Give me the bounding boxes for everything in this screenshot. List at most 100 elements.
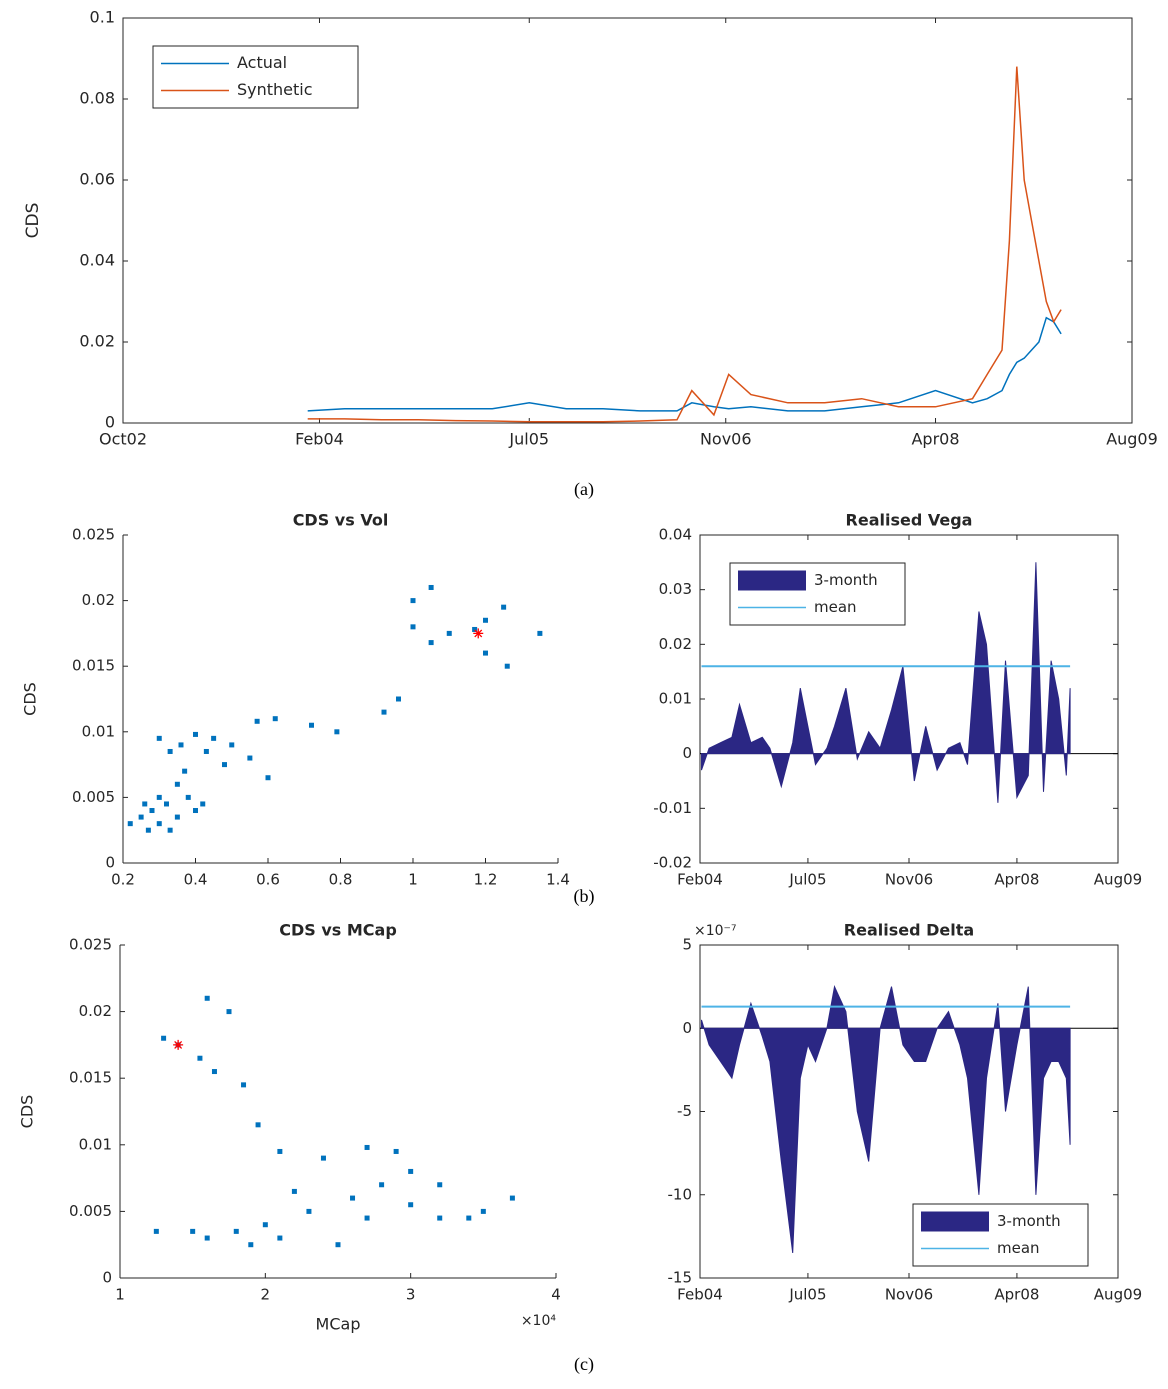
y-tick-label: 0.02 xyxy=(82,591,115,609)
y-tick-label: 0.025 xyxy=(69,936,112,954)
x-multiplier: ×10⁴ xyxy=(521,1313,557,1329)
scatter-point xyxy=(446,630,452,636)
x-tick-label: Nov06 xyxy=(700,430,752,449)
area xyxy=(701,984,1071,1254)
x-tick-label: 1.4 xyxy=(546,871,570,889)
y-tick-label: 0.1 xyxy=(90,8,115,27)
x-tick-label: 1 xyxy=(408,871,418,889)
scatter-point xyxy=(248,1242,254,1248)
x-tick-label: Feb04 xyxy=(677,1286,723,1304)
scatter-point xyxy=(472,626,478,632)
x-tick-label: Jul05 xyxy=(788,871,826,889)
y-tick-label: 0.01 xyxy=(79,1135,112,1153)
star-marker xyxy=(173,1039,184,1050)
x-tick-label: Oct02 xyxy=(99,430,147,449)
scatter-point xyxy=(396,696,401,702)
scatter-point xyxy=(410,598,416,604)
y-multiplier: ×10⁻⁷ xyxy=(694,923,737,939)
y-tick-label: -10 xyxy=(668,1185,693,1203)
y-tick-label: 0.005 xyxy=(72,788,115,806)
scatter-point xyxy=(466,1215,472,1221)
x-tick-label: Apr08 xyxy=(994,871,1039,889)
scatter-point xyxy=(437,1215,443,1221)
x-tick-label: 0.6 xyxy=(256,871,280,889)
chart-title: CDS vs MCap xyxy=(279,921,397,940)
scatter-point xyxy=(277,1148,283,1154)
scatter-point xyxy=(364,1144,370,1150)
star-marker xyxy=(473,628,484,639)
x-tick-label: 3 xyxy=(406,1286,416,1304)
scatter-point xyxy=(320,1155,326,1161)
scatter-point xyxy=(364,1215,370,1221)
x-tick-label: Jul05 xyxy=(508,430,549,449)
scatter-point xyxy=(480,1208,486,1214)
scatter-point xyxy=(410,624,416,630)
scatter-point xyxy=(161,1035,167,1041)
scatter-point xyxy=(241,1082,247,1088)
y-tick-label: 0.04 xyxy=(79,251,115,270)
x-tick-label: 2 xyxy=(261,1286,271,1304)
y-tick-label: 0.005 xyxy=(69,1202,112,1220)
x-tick-label: Apr08 xyxy=(994,1286,1039,1304)
caption: (c) xyxy=(574,1354,594,1375)
chart-title: Realised Vega xyxy=(846,511,973,530)
scatter-point xyxy=(204,1235,210,1241)
scatter-point xyxy=(437,1182,443,1188)
y-tick-label: 0 xyxy=(682,1019,692,1037)
scatter-point xyxy=(229,742,235,748)
area xyxy=(701,562,1071,803)
legend-box xyxy=(152,45,359,109)
scatter-point xyxy=(193,808,198,814)
legend-swatch xyxy=(921,1211,989,1232)
scatter-point xyxy=(167,748,173,754)
legend-label: 3-month xyxy=(814,571,878,589)
x-tick-label: 0.8 xyxy=(329,871,353,889)
scatter-point xyxy=(145,827,151,833)
y-tick-label: 0.015 xyxy=(72,657,115,675)
scatter-point xyxy=(309,722,314,728)
scatter-point xyxy=(138,814,144,820)
scatter-point xyxy=(156,794,162,800)
scatter-point xyxy=(306,1208,312,1214)
scatter-point xyxy=(379,1182,385,1188)
caption: (a) xyxy=(574,479,594,500)
legend-label: Actual xyxy=(237,53,287,72)
scatter-point xyxy=(190,1228,196,1234)
x-tick-label: 4 xyxy=(551,1286,561,1304)
line xyxy=(307,316,1062,412)
scatter-point xyxy=(247,755,253,761)
y-tick-label: 0.015 xyxy=(69,1069,112,1087)
y-tick-label: 0.04 xyxy=(659,526,692,544)
scatter-point xyxy=(509,1195,515,1201)
scatter-point xyxy=(142,801,148,807)
scatter-point xyxy=(428,640,434,646)
x-tick-label: 1.2 xyxy=(474,871,498,889)
scatter-point xyxy=(262,1222,268,1228)
chart-title: CDS vs Vol xyxy=(293,511,389,530)
legend-label: mean xyxy=(814,598,857,616)
scatter-point xyxy=(254,718,260,724)
y-tick-label: 0 xyxy=(105,413,115,432)
scatter-point xyxy=(211,1069,217,1075)
x-tick-label: Aug09 xyxy=(1094,871,1142,889)
scatter-point xyxy=(204,995,210,1001)
scatter-point xyxy=(203,748,209,754)
x-tick-label: Apr08 xyxy=(911,430,959,449)
scatter-point xyxy=(335,1242,341,1248)
y-tick-label: -0.02 xyxy=(653,854,692,872)
caption: (b) xyxy=(574,886,595,907)
y-tick-label: 0.08 xyxy=(79,89,115,108)
scatter-point xyxy=(272,716,278,722)
y-tick-label: 0 xyxy=(682,744,692,762)
scatter-point xyxy=(185,794,191,800)
y-tick-label: 0.02 xyxy=(659,635,692,653)
x-tick-label: 1 xyxy=(115,1286,125,1304)
scatter-point xyxy=(127,821,133,827)
y-axis-label: CDS xyxy=(23,203,43,239)
y-tick-label: 0 xyxy=(105,854,115,872)
legend-label: mean xyxy=(997,1239,1040,1257)
scatter-point xyxy=(174,781,180,787)
scatter-point xyxy=(182,768,188,774)
scatter-point xyxy=(255,1122,261,1128)
